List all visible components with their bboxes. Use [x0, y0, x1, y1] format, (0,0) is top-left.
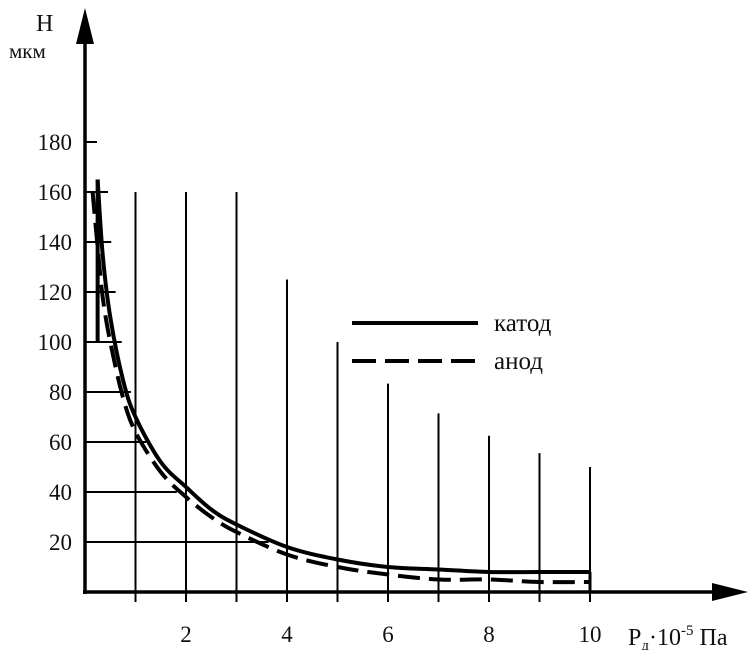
x-tick-label: 4 [281, 622, 293, 647]
x-tick-label: 8 [483, 622, 495, 647]
x-axis-label-mid: ·10 [649, 625, 681, 650]
y-tick-label: 80 [49, 380, 72, 405]
x-tick-label: 2 [180, 622, 192, 647]
axes [76, 8, 748, 601]
x-axis-label-sup: -5 [681, 623, 694, 639]
legend-label-cathode: катод [494, 310, 552, 337]
x-tick-label: 6 [382, 622, 394, 647]
y-tick-label: 160 [38, 180, 73, 205]
legend: катод анод [352, 310, 552, 375]
x-tick-label: 10 [579, 622, 602, 647]
ticks: 20 40 60 80 100 120 140 160 180 2 4 6 8 10 [38, 130, 602, 647]
y-axis-unit: мкм [9, 39, 46, 63]
series [90, 179, 592, 592]
y-tick-label: 100 [38, 330, 73, 355]
y-tick-label: 60 [49, 430, 72, 455]
x-axis-label-main: P [628, 625, 641, 650]
x-axis-arrow [712, 583, 748, 601]
y-axis-arrow [76, 8, 94, 44]
series-line-anode [90, 191, 591, 585]
x-axis-label-end: Па [694, 625, 728, 650]
x-axis-label: Pд·10-5 Па [628, 623, 728, 650]
grid [85, 191, 591, 592]
y-tick-label: 140 [38, 230, 73, 255]
y-axis-label: H [36, 11, 53, 37]
y-tick-label: 20 [49, 530, 72, 555]
series-line-cathode [95, 179, 590, 575]
legend-label-anode: анод [494, 348, 543, 375]
y-tick-label: 120 [38, 280, 73, 305]
y-tick-label: 180 [38, 130, 73, 155]
x-axis-label-sub: д [641, 638, 649, 650]
y-tick-label: 40 [49, 480, 72, 505]
